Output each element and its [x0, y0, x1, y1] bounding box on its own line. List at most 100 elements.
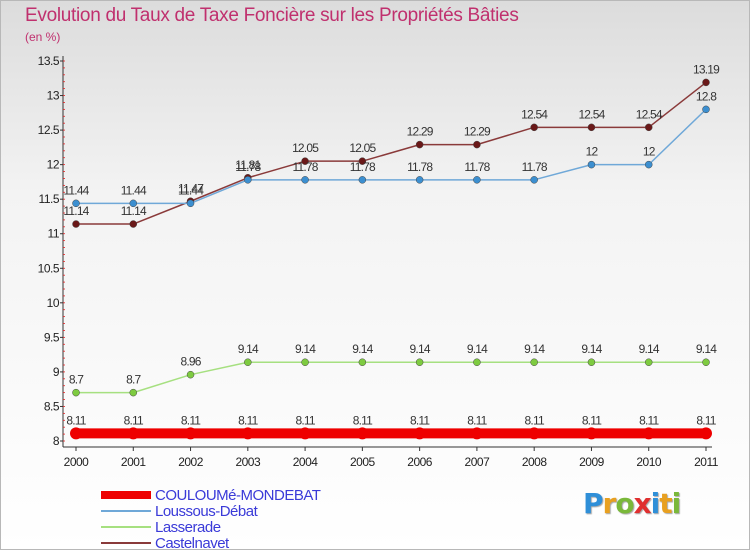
- legend-item: Lasserade: [101, 519, 320, 536]
- y-tick-label: 8.5: [44, 399, 60, 413]
- data-point: [356, 427, 369, 440]
- data-label: 8.11: [295, 413, 315, 427]
- legend-label: Castelnavet: [155, 534, 229, 552]
- data-label: 8.11: [696, 413, 716, 427]
- data-label: 11.78: [350, 160, 376, 174]
- y-tick-label: 10: [47, 296, 60, 310]
- data-label: 11.78: [464, 160, 490, 174]
- data-label: 12.29: [407, 125, 434, 139]
- data-point: [129, 220, 138, 228]
- data-label: 8.11: [66, 413, 86, 427]
- data-label: 11.44: [121, 183, 147, 197]
- data-point: [415, 358, 424, 366]
- data-label: 12.54: [636, 107, 663, 121]
- data-point: [585, 427, 598, 440]
- data-point: [301, 157, 309, 165]
- chart-title: Evolution du Taux de Taxe Foncière sur l…: [25, 5, 519, 26]
- logo-letter: i: [671, 487, 682, 520]
- data-label: 8.11: [124, 413, 144, 427]
- data-label: 11.78: [522, 160, 548, 174]
- unit-label: (en %): [25, 30, 61, 44]
- data-point: [301, 176, 309, 184]
- data-point: [129, 199, 138, 208]
- data-label: 12.54: [578, 107, 605, 121]
- data-label: 8.11: [525, 413, 545, 427]
- y-tick-label: 11: [48, 227, 60, 241]
- x-tick-label: 2004: [293, 455, 319, 469]
- data-label: 12.8: [696, 89, 717, 103]
- data-label: 11.81: [235, 158, 261, 172]
- data-label: 8.11: [238, 413, 258, 427]
- data-point: [644, 358, 653, 366]
- data-label: 11.78: [293, 160, 319, 174]
- y-tick-label: 13: [47, 89, 60, 103]
- data-point: [72, 388, 80, 397]
- x-tick-label: 2009: [579, 455, 605, 469]
- data-point: [415, 176, 424, 184]
- x-tick-label: 2007: [465, 455, 491, 469]
- data-point: [358, 157, 367, 165]
- data-label: 8.11: [467, 413, 487, 427]
- logo-letter: x: [633, 487, 652, 520]
- data-label: 12: [586, 145, 599, 159]
- data-label: 11.14: [63, 204, 89, 218]
- x-tick-label: 2010: [636, 455, 662, 469]
- logo-letter: P: [583, 487, 604, 520]
- legend-swatch: [101, 510, 151, 512]
- data-point: [299, 427, 312, 440]
- data-point: [587, 160, 596, 169]
- y-tick-label: 8: [53, 434, 60, 448]
- proxiti-logo: Proxiti: [583, 487, 682, 520]
- data-label: 9.14: [295, 342, 316, 356]
- y-tick-label: 11.5: [39, 192, 60, 206]
- logo-letter: i: [650, 487, 661, 520]
- data-point: [358, 176, 367, 184]
- legend-label: COULOUMé-MONDEBAT: [155, 486, 321, 504]
- logo-letter: t: [659, 487, 672, 520]
- data-point: [530, 358, 538, 366]
- data-label: 8.7: [69, 373, 84, 387]
- data-point: [642, 427, 655, 440]
- data-point: [530, 123, 538, 132]
- data-point: [702, 105, 710, 114]
- data-label: 11.14: [121, 204, 147, 218]
- data-label: 8.11: [181, 413, 201, 427]
- series-line: [76, 361, 706, 394]
- data-label: 9.14: [581, 342, 602, 356]
- legend-swatch: [101, 491, 151, 499]
- data-point: [415, 140, 424, 149]
- x-tick-label: 2011: [694, 455, 719, 469]
- data-point: [184, 427, 197, 440]
- series-line: [76, 108, 707, 205]
- data-point: [530, 176, 538, 184]
- series-line: [76, 81, 707, 225]
- data-point: [241, 427, 254, 440]
- data-label: 13.19: [693, 62, 720, 76]
- data-point: [244, 358, 252, 366]
- legend-swatch: [101, 526, 151, 528]
- data-point: [702, 78, 710, 87]
- data-point: [473, 176, 481, 184]
- legend: COULOUMé-MONDEBAT Loussous-Débat Lasserade…: [101, 486, 321, 552]
- legend-item: Castelnavet: [101, 534, 320, 552]
- y-tick-label: 12: [47, 158, 60, 172]
- data-label: 9.14: [352, 342, 373, 356]
- x-tick-label: 2003: [235, 455, 261, 469]
- y-tick-label: 12.5: [38, 123, 60, 137]
- legend-item: Loussous-Débat: [101, 503, 320, 520]
- data-label: 12.29: [464, 125, 491, 139]
- data-point: [473, 358, 481, 366]
- data-point: [358, 358, 367, 366]
- data-point: [127, 427, 140, 440]
- data-point: [473, 140, 481, 149]
- data-label: 11.47: [178, 181, 204, 195]
- y-tick-label: 9.5: [44, 330, 60, 344]
- logo-letter: r: [602, 487, 617, 520]
- data-label: 11.78: [407, 160, 433, 174]
- data-label: 9.14: [467, 342, 488, 356]
- data-point: [644, 123, 653, 132]
- data-point: [470, 427, 483, 440]
- data-point: [528, 427, 541, 440]
- data-point: [700, 427, 712, 440]
